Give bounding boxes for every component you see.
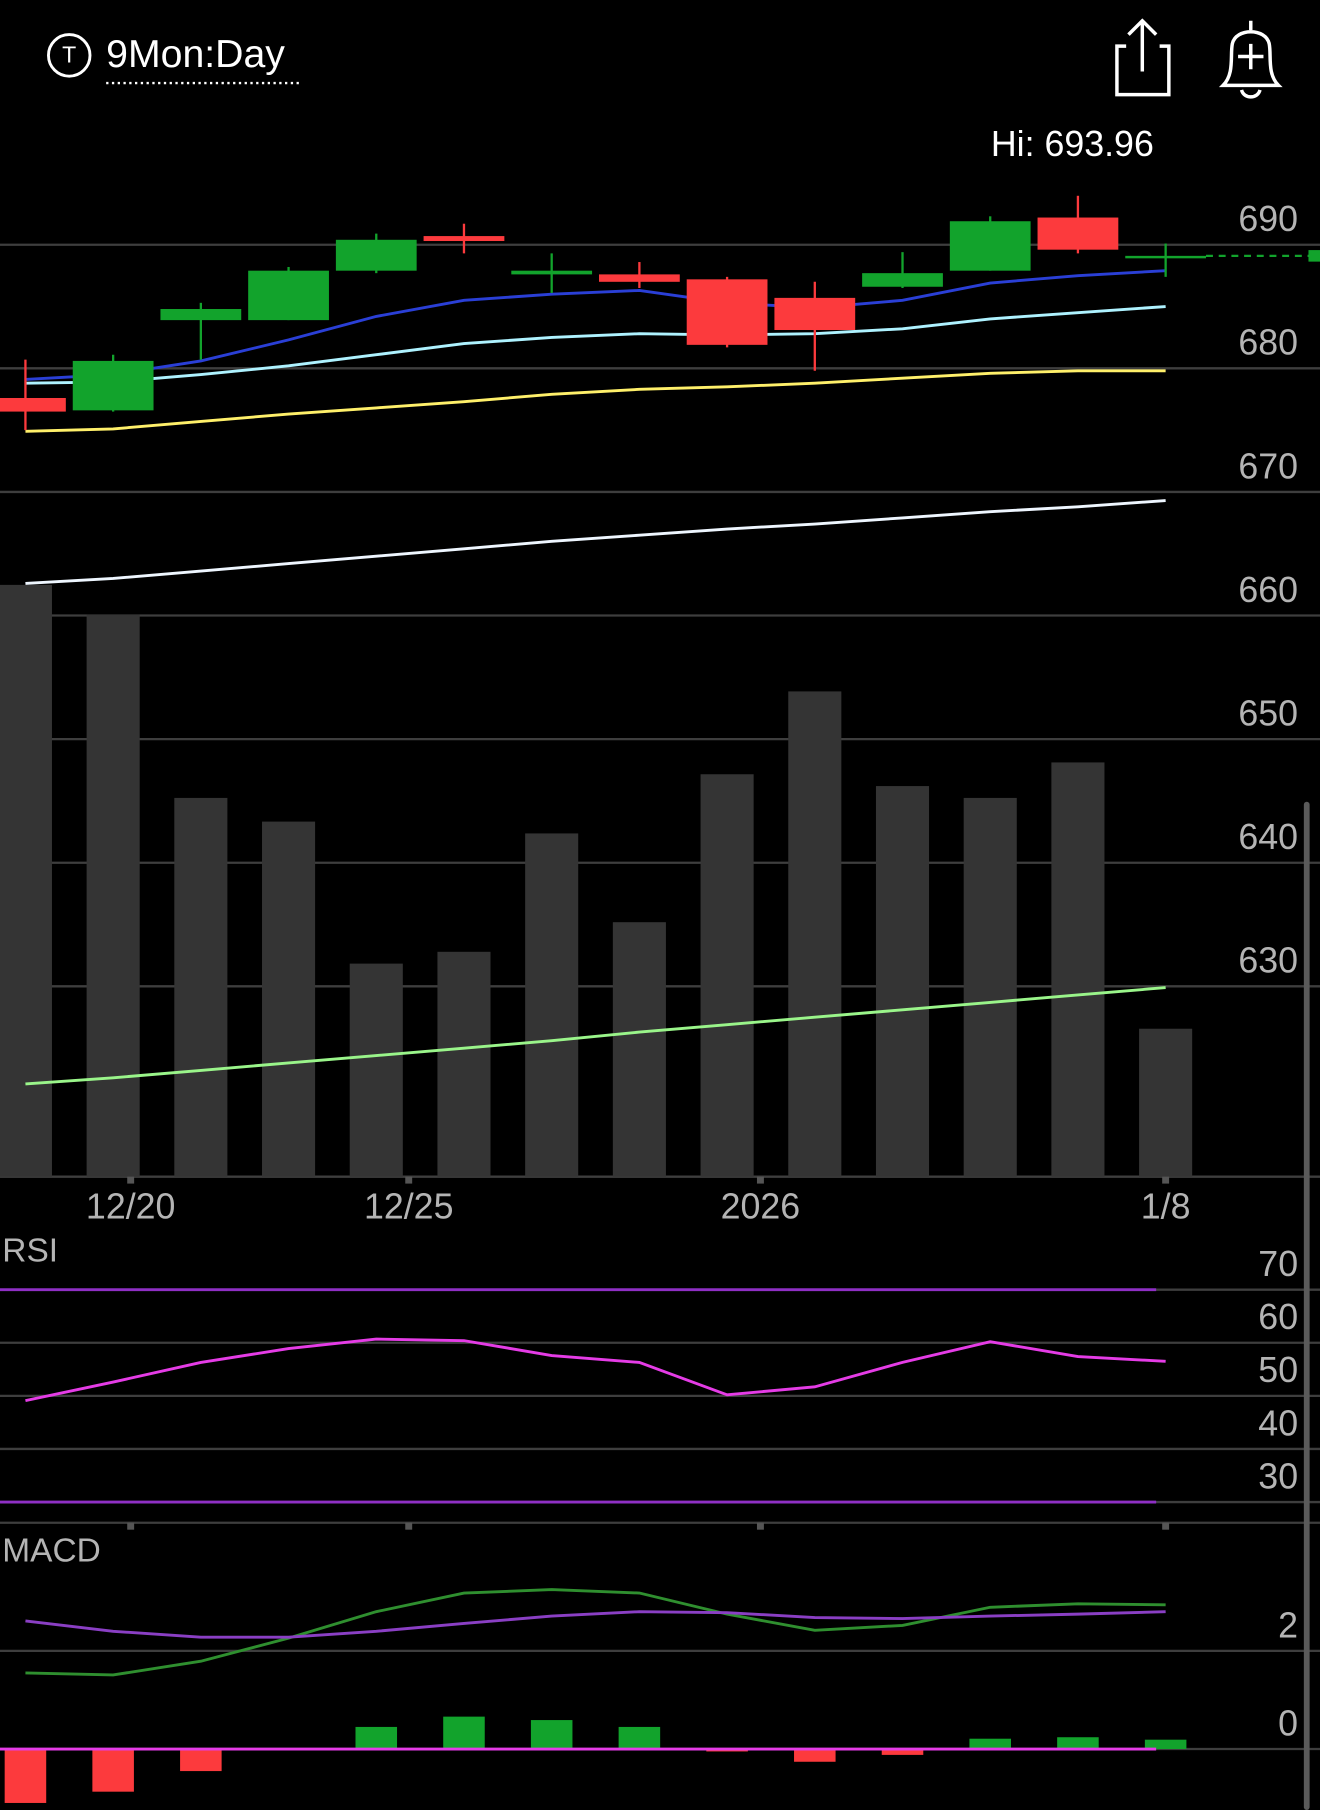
x-tick-mark xyxy=(127,1176,135,1184)
share-box xyxy=(1115,44,1171,97)
y-tick-label: 680 xyxy=(1238,323,1298,363)
y-tick-label: 40 xyxy=(1258,1403,1298,1443)
histogram-bar xyxy=(881,1749,924,1755)
y-tick-label: 650 xyxy=(1238,694,1298,734)
volume-bar xyxy=(349,963,403,1177)
x-tick-mark xyxy=(756,1522,764,1530)
macd-line xyxy=(25,1588,1166,1677)
y-tick-label: 50 xyxy=(1258,1350,1298,1390)
y-tick-label: 2 xyxy=(1278,1605,1298,1645)
volume-bar xyxy=(963,797,1017,1177)
symbol-icon-letter: T xyxy=(62,42,76,68)
pane-title: MACD xyxy=(2,1533,100,1570)
y-tick-label: 0 xyxy=(1278,1703,1298,1743)
histogram-bar xyxy=(969,1738,1011,1750)
symbol-icon xyxy=(47,33,92,78)
last-price-marker xyxy=(1308,250,1320,262)
x-tick-label: 12/20 xyxy=(86,1186,175,1226)
y-tick-label: 640 xyxy=(1238,817,1298,857)
volume-bar xyxy=(875,786,930,1177)
plot-area: 630 640 650 660 670 680 690 Hi: 693.96 12/20 12/2… xyxy=(0,124,1320,1803)
y-tick-label: 60 xyxy=(1258,1297,1298,1337)
pane-title: RSI xyxy=(2,1233,58,1270)
moving-average-line xyxy=(25,269,1166,381)
y-tick-label: 690 xyxy=(1238,199,1298,239)
histogram-bar xyxy=(180,1749,222,1772)
candle-body xyxy=(686,279,768,345)
volume-bar xyxy=(612,922,666,1177)
volume-bar xyxy=(1051,762,1105,1177)
x-tick-mark xyxy=(1162,1176,1170,1184)
y-tick-label: 660 xyxy=(1238,570,1298,610)
alert-button[interactable] xyxy=(1218,20,1283,99)
histogram-bar xyxy=(4,1749,47,1803)
candle-body xyxy=(72,360,154,411)
histogram-bar xyxy=(618,1726,661,1750)
share-button[interactable] xyxy=(1115,18,1171,97)
candle-body xyxy=(774,297,856,331)
volume-bar xyxy=(788,691,842,1177)
x-tick-mark xyxy=(127,1522,135,1530)
y-tick-label: 30 xyxy=(1258,1456,1298,1496)
moving-average-line xyxy=(25,499,1166,585)
candle-body xyxy=(0,397,66,412)
candle-body xyxy=(511,270,593,275)
moving-average-line xyxy=(25,986,1166,1086)
candle-body xyxy=(599,274,680,282)
volume-bar xyxy=(437,951,491,1177)
volume-bar xyxy=(1139,1028,1193,1177)
bell-details xyxy=(1238,20,1264,99)
moving-average-line xyxy=(25,369,1166,433)
high-label: Hi: 693.96 xyxy=(991,124,1154,164)
volume-bar xyxy=(86,614,140,1177)
histogram-bar xyxy=(1057,1737,1099,1750)
histogram-bar xyxy=(530,1720,573,1750)
y-tick-label: 670 xyxy=(1238,446,1298,486)
candle-body xyxy=(949,221,1031,271)
candle-body xyxy=(862,273,943,287)
rsi-line xyxy=(25,1337,1166,1403)
candle-body xyxy=(160,309,242,321)
candle-body xyxy=(335,239,417,271)
symbol-button[interactable]: T 9Mon:Day xyxy=(47,32,300,85)
x-tick-mark xyxy=(756,1176,764,1184)
candle-body xyxy=(423,236,505,242)
volume-bar xyxy=(0,584,52,1177)
histogram-bar xyxy=(443,1716,485,1750)
candle-body xyxy=(1037,217,1119,250)
x-tick-label: 1/8 xyxy=(1141,1186,1191,1226)
share-arrow xyxy=(1127,18,1158,72)
moving-average-line xyxy=(25,305,1166,385)
bell-body xyxy=(1218,30,1283,88)
volume-bar xyxy=(525,833,579,1177)
histogram-bar xyxy=(355,1726,398,1750)
x-tick-mark xyxy=(1162,1522,1170,1530)
histogram-bar xyxy=(1144,1739,1187,1750)
candle-body xyxy=(1125,255,1207,259)
scrollbar[interactable] xyxy=(1303,801,1310,1810)
volume-bar xyxy=(174,797,228,1177)
y-tick-label: 70 xyxy=(1258,1244,1298,1284)
volume-bar xyxy=(262,821,316,1177)
x-tick-label: 2026 xyxy=(721,1186,801,1226)
volume-bar xyxy=(700,774,754,1177)
signal-line xyxy=(25,1610,1166,1639)
y-tick-label: 630 xyxy=(1238,941,1298,981)
chart-title: 9Mon:Day xyxy=(106,32,285,76)
x-tick-mark xyxy=(405,1176,413,1184)
x-tick-label: 12/25 xyxy=(364,1186,453,1226)
histogram-bar xyxy=(92,1749,134,1792)
histogram-bar xyxy=(794,1749,836,1762)
x-tick-mark xyxy=(405,1522,413,1530)
candle-body xyxy=(248,270,329,321)
